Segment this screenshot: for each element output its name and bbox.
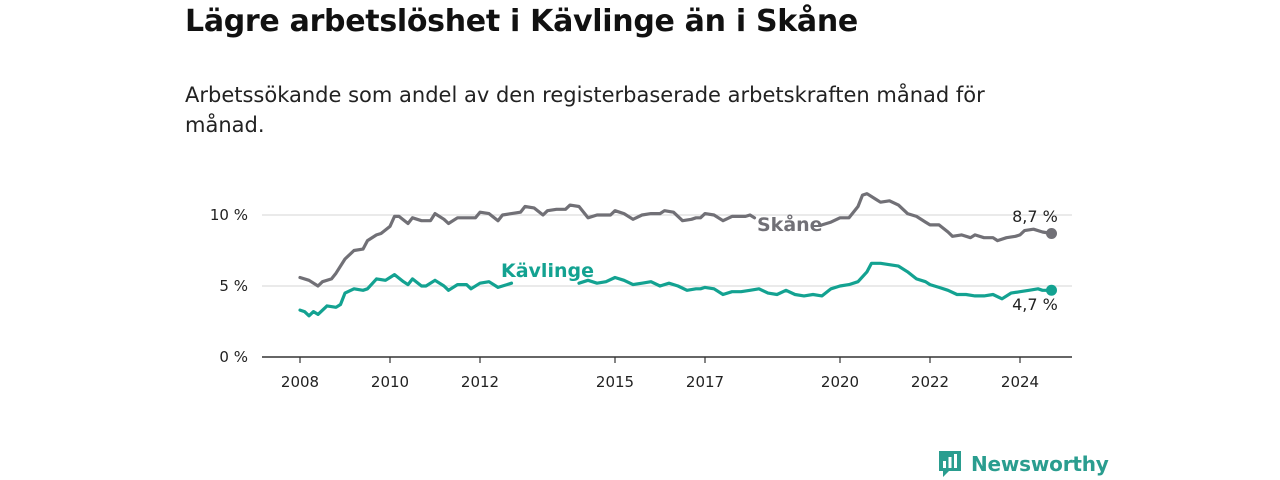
x-tick-label: 2012: [461, 373, 499, 391]
kavlinge-end-value: 4,7 %: [1012, 295, 1058, 314]
x-tick-label: 2015: [596, 373, 634, 391]
y-tick-label: 0 %: [219, 348, 248, 366]
chart-title: Lägre arbetslöshet i Kävlinge än i Skåne: [185, 4, 858, 39]
x-tick-label: 2017: [686, 373, 724, 391]
x-tick-label: 2024: [1001, 373, 1039, 391]
skane-end-marker: [1046, 227, 1057, 239]
x-tick-label: 2020: [821, 373, 859, 391]
kavlinge-line: [577, 261, 1054, 301]
skane-series-label: Skåne: [757, 212, 823, 236]
series-labels: Skåne Kävlinge 8,7 % 4,7 %: [501, 207, 1058, 314]
y-tick-label: 10 %: [210, 206, 248, 224]
newsworthy-chart-icon: [939, 451, 961, 477]
skane-line: [820, 192, 1054, 243]
chart-subtitle: Arbetssökande som andel av den registerb…: [185, 83, 985, 137]
kavlinge-end-marker: [1046, 284, 1057, 296]
skane-line: [298, 203, 757, 288]
axes: 0 % 5 % 10 % 2008 2010 2012 2015 2017 2020 2022 20…: [210, 206, 1072, 391]
x-tick-label: 2008: [281, 373, 319, 391]
skane-end-value: 8,7 %: [1012, 207, 1058, 226]
series-lines: [298, 192, 1057, 318]
x-tick-label: 2010: [371, 373, 409, 391]
newsworthy-logo-text: Newsworthy: [971, 452, 1109, 476]
kavlinge-line: [298, 273, 514, 318]
newsworthy-logo[interactable]: Newsworthy: [937, 449, 1109, 479]
y-tick-label: 5 %: [219, 277, 248, 295]
x-tick-label: 2022: [911, 373, 949, 391]
gridlines: [262, 214, 1072, 287]
kavlinge-series-label: Kävlinge: [501, 260, 594, 282]
